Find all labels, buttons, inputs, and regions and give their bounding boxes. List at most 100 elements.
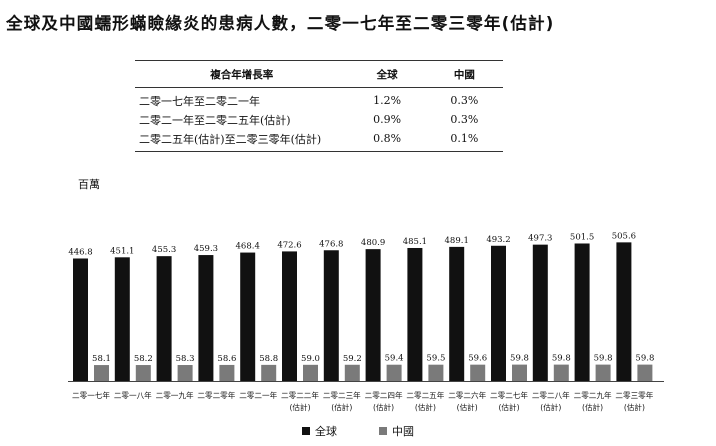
legend-label-china: 中國 bbox=[392, 425, 414, 438]
data-label-china: 59.5 bbox=[426, 354, 445, 364]
data-label-china: 58.1 bbox=[92, 354, 111, 364]
x-tick-label: 二零二五年 bbox=[406, 390, 444, 400]
unit-label: 百萬 bbox=[78, 178, 100, 191]
x-tick-label: (估計) bbox=[540, 402, 561, 412]
x-tick-label: 二零一九年 bbox=[156, 390, 194, 400]
data-label-china: 59.8 bbox=[510, 354, 529, 364]
x-tick-label: (估計) bbox=[373, 402, 394, 412]
x-tick-label: 二零一七年 bbox=[72, 390, 110, 400]
x-tick-label: 二零三零年 bbox=[615, 390, 653, 400]
bar-china bbox=[595, 364, 611, 381]
data-label-china: 59.4 bbox=[385, 354, 404, 364]
data-label-global: 451.1 bbox=[110, 246, 134, 256]
bar-global bbox=[240, 252, 256, 381]
data-label-global: 493.2 bbox=[486, 235, 510, 245]
legend-swatch-china bbox=[379, 427, 387, 435]
cagr-table: 複合年增長率 全球 中國 二零一七年至二零二一年 1.2% 0.3% 二零二一年… bbox=[135, 60, 503, 152]
data-label-global: 476.8 bbox=[319, 239, 343, 249]
x-tick-label: 二零二七年 bbox=[490, 390, 528, 400]
bar-global bbox=[114, 257, 130, 381]
x-tick-label: 二零一八年 bbox=[114, 390, 152, 400]
bar-global bbox=[282, 251, 297, 381]
bar-global bbox=[616, 242, 632, 381]
x-tick-label: 二零二八年 bbox=[532, 390, 570, 400]
data-label-global: 501.5 bbox=[570, 232, 594, 242]
cagr-global-value: 1.2% bbox=[373, 94, 402, 107]
bar-global bbox=[491, 245, 506, 381]
bar-global bbox=[365, 249, 381, 381]
bar-global bbox=[73, 258, 88, 381]
data-label-global: 472.6 bbox=[277, 240, 301, 250]
cagr-china-value: 0.1% bbox=[425, 129, 503, 152]
data-label-china: 59.6 bbox=[468, 354, 487, 364]
x-tick-label: (估計) bbox=[415, 402, 436, 412]
cagr-header-china: 中國 bbox=[425, 60, 503, 88]
cagr-china-value: 0.3% bbox=[450, 94, 479, 107]
legend-item-global: 全球 bbox=[302, 423, 337, 439]
bar-china bbox=[637, 364, 653, 381]
legend-label-global: 全球 bbox=[315, 425, 337, 438]
cagr-row: 二零一七年至二零二一年 1.2% 0.3% bbox=[135, 88, 503, 111]
bar-global bbox=[323, 250, 339, 381]
bar-china bbox=[470, 364, 486, 381]
bar-china bbox=[344, 364, 360, 381]
data-label-global: 480.9 bbox=[361, 238, 385, 248]
cagr-row: 二零二一年至二零二五年(估計) 0.9% 0.3% bbox=[135, 110, 503, 129]
bar-china bbox=[261, 364, 277, 381]
bar-china bbox=[177, 365, 193, 381]
bar-china bbox=[219, 364, 235, 381]
bar-global bbox=[198, 255, 214, 381]
data-label-global: 505.6 bbox=[612, 231, 636, 241]
bar-global bbox=[574, 243, 590, 381]
x-tick-label: 二零二二年 bbox=[281, 390, 319, 400]
x-tick-label: 二零二六年 bbox=[448, 390, 486, 400]
cagr-header-label: 複合年增長率 bbox=[135, 60, 349, 88]
cagr-china-value: 0.3% bbox=[450, 113, 479, 126]
x-tick-label: 二零二四年 bbox=[365, 390, 403, 400]
data-label-china: 59.8 bbox=[635, 354, 654, 364]
data-label-china: 59.8 bbox=[552, 354, 571, 364]
data-label-global: 455.3 bbox=[152, 245, 176, 255]
data-label-china: 59.0 bbox=[301, 354, 320, 364]
bar-china bbox=[303, 364, 318, 381]
cagr-period: 二零二五年(估計)至二零三零年(估計) bbox=[135, 129, 349, 152]
x-tick-label: 二零二一年 bbox=[239, 390, 277, 400]
x-tick-label: (估計) bbox=[624, 402, 645, 412]
x-tick-label: (估計) bbox=[582, 402, 603, 412]
cagr-global-value: 0.9% bbox=[373, 113, 402, 126]
data-label-china: 58.6 bbox=[217, 354, 236, 364]
bar-china bbox=[512, 364, 527, 381]
cagr-header-row: 複合年增長率 全球 中國 bbox=[135, 60, 503, 88]
data-label-global: 489.1 bbox=[445, 236, 469, 246]
data-label-china: 58.8 bbox=[259, 354, 278, 364]
chart-title: 全球及中國蠕形蟎瞼緣炎的患病人數，二零一七年至二零三零年(估計) bbox=[6, 14, 555, 33]
data-label-china: 58.2 bbox=[134, 354, 153, 364]
x-tick-label: (估計) bbox=[289, 402, 310, 412]
data-label-global: 485.1 bbox=[403, 237, 427, 247]
data-label-china: 58.3 bbox=[176, 354, 195, 364]
x-tick-label: 二零二九年 bbox=[574, 390, 612, 400]
cagr-row: 二零二五年(估計)至二零三零年(估計) 0.8% 0.1% bbox=[135, 129, 503, 152]
legend: 全球 中國 bbox=[0, 423, 716, 439]
cagr-period: 二零二一年至二零二五年(估計) bbox=[139, 113, 291, 127]
cagr-global-value: 0.8% bbox=[348, 129, 426, 152]
bar-china bbox=[135, 365, 151, 381]
data-label-china: 59.8 bbox=[594, 354, 613, 364]
bar-china bbox=[94, 365, 109, 381]
data-label-china: 59.2 bbox=[343, 354, 362, 364]
cagr-header-global: 全球 bbox=[348, 60, 426, 88]
x-tick-label: (估計) bbox=[457, 402, 478, 412]
bar-global bbox=[532, 244, 548, 381]
bar-china bbox=[553, 364, 569, 381]
bar-china bbox=[386, 364, 402, 381]
data-label-global: 446.8 bbox=[68, 247, 92, 257]
data-label-global: 459.3 bbox=[194, 244, 218, 254]
x-tick-label: (估計) bbox=[498, 402, 519, 412]
cagr-period: 二零一七年至二零二一年 bbox=[139, 94, 260, 108]
x-tick-label: 二零二三年 bbox=[323, 390, 361, 400]
data-label-global: 468.4 bbox=[236, 242, 260, 252]
bar-global bbox=[407, 247, 423, 381]
data-label-global: 497.3 bbox=[528, 234, 552, 244]
x-tick-label: 二零二零年 bbox=[197, 390, 235, 400]
